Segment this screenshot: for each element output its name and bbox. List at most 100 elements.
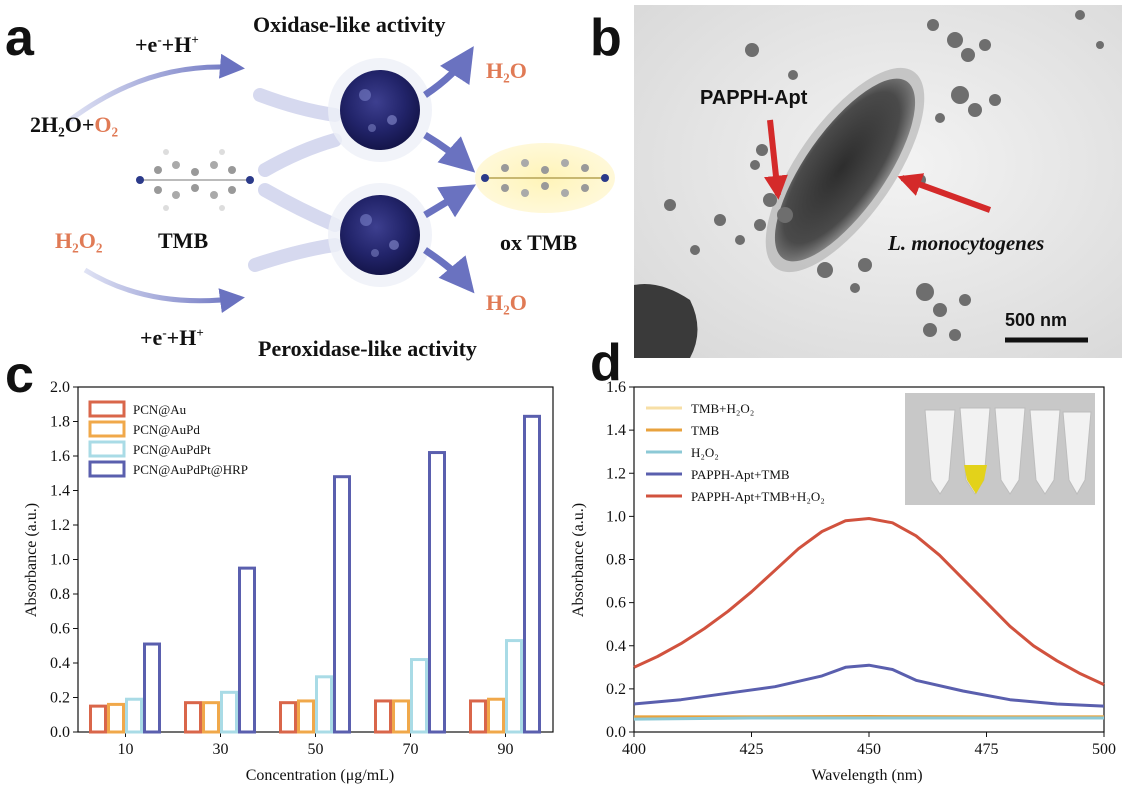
chart-c-ytick-label: 1.8 bbox=[50, 414, 70, 431]
chart-c-bar bbox=[107, 702, 125, 734]
chart-c-bar bbox=[374, 699, 392, 734]
chart-c-ylabel: Absorbance (a.u.) bbox=[23, 503, 40, 617]
chart-c-ytick-label: 1.2 bbox=[50, 517, 70, 534]
chart-c-xtick-label: 90 bbox=[498, 741, 514, 758]
chart-c-legend-label: PCN@AuPd bbox=[133, 422, 200, 437]
chart-c-bar bbox=[297, 699, 315, 734]
chart-d-ytick-label: 1.6 bbox=[606, 379, 626, 396]
reactant-top: 2H₂O+O₂ bbox=[30, 112, 118, 137]
flow-arrow-out-3 bbox=[423, 184, 477, 219]
product-water-bottom: H₂O bbox=[486, 290, 527, 315]
chart-c-bar bbox=[523, 414, 541, 734]
scale-bar-label: 500 nm bbox=[1005, 310, 1067, 330]
chart-c-bar bbox=[279, 701, 297, 734]
flow-arrow-out-1 bbox=[423, 46, 474, 98]
panel-a: a Oxidase-like activity Peroxidase-like … bbox=[5, 9, 615, 361]
chart-c-xtick-label: 50 bbox=[308, 741, 324, 758]
chart-d-ytick-label: 1.0 bbox=[606, 508, 626, 525]
chart-d-series-line bbox=[633, 663, 1105, 708]
peroxidase-title: Peroxidase-like activity bbox=[258, 336, 477, 361]
chart-c-ytick-label: 1.4 bbox=[50, 483, 70, 500]
chart-d-series-line bbox=[633, 716, 1104, 721]
chart-d-series-line bbox=[633, 517, 1105, 686]
flow-arrow-in-1 bbox=[253, 88, 342, 122]
chart-c-bar bbox=[202, 701, 220, 734]
chart-d-ytick-label: 1.4 bbox=[606, 422, 626, 439]
chart-d-ytick-label: 0.0 bbox=[606, 724, 626, 741]
chart-c-ytick-label: 2.0 bbox=[50, 379, 70, 396]
chart-d-legend-label: PAPPH-Apt+TMB+H₂O₂ bbox=[691, 489, 825, 504]
reactant-h2o2: H₂O₂ bbox=[55, 228, 103, 253]
chart-c-ytick-label: 0.2 bbox=[50, 690, 70, 707]
chart-c-legend-label: PCN@AuPdPt bbox=[133, 442, 211, 457]
chart-c-legend-swatch bbox=[88, 440, 126, 458]
bacterium-icon bbox=[765, 67, 925, 273]
chart-c-bar bbox=[333, 475, 351, 734]
chart-c-bar bbox=[143, 642, 161, 734]
chart-d-xlabel: Wavelength (nm) bbox=[811, 767, 922, 784]
chart-c-ytick-label: 0.4 bbox=[50, 655, 70, 672]
ox-tmb-label: ox TMB bbox=[500, 230, 578, 255]
panel-d-label: d bbox=[590, 334, 622, 392]
chart-c-plot: 0.0 0.2 0.4 0.6 0.8 1.0 1.2 1.4 1.6 1.8 2.0 10 30 50 7… bbox=[50, 379, 554, 758]
flow-arrow-in-3 bbox=[258, 183, 342, 232]
flow-arrow-in-4 bbox=[248, 238, 342, 272]
electron-arrow-bottom bbox=[83, 267, 245, 314]
chart-c-bar bbox=[505, 639, 523, 734]
electron-arrow-top bbox=[68, 53, 245, 123]
chart-d-xtick-label: 450 bbox=[857, 741, 881, 758]
chart-d-xtick-label: 475 bbox=[975, 741, 999, 758]
chart-c-bar bbox=[220, 690, 238, 734]
chart-d-ytick-label: 1.2 bbox=[606, 465, 626, 482]
tubes-photo bbox=[905, 393, 1095, 505]
chart-c-legend-swatch bbox=[88, 460, 126, 478]
panel-b: PAPPH-Apt L. monocytogenes 500 nm b bbox=[590, 5, 1122, 358]
oxidase-title: Oxidase-like activity bbox=[253, 12, 445, 37]
chart-c-legend-label: PCN@AuPdPt@HRP bbox=[133, 462, 248, 477]
chart-c-bar bbox=[125, 697, 143, 734]
chart-c-bar bbox=[315, 675, 333, 734]
flow-arrow-out-2 bbox=[423, 131, 476, 173]
chart-c-ytick-label: 1.6 bbox=[50, 448, 70, 465]
nanozyme-sphere-bottom-icon bbox=[328, 183, 432, 287]
chart-c-bar bbox=[428, 451, 446, 734]
pappha-label: PAPPH-Apt bbox=[700, 87, 808, 109]
chart-c-bar bbox=[392, 699, 410, 734]
chart-c-legend-swatch bbox=[88, 400, 126, 418]
chart-c-ytick-label: 1.0 bbox=[50, 552, 70, 569]
flow-arrow-in-2 bbox=[258, 133, 342, 177]
panel-d: d Absorbance (a.u.) Wavelength (nm) 0.0 0… bbox=[570, 334, 1116, 784]
tem-dark-region bbox=[634, 284, 698, 358]
bacteria-arrow bbox=[897, 173, 992, 213]
chart-d-ytick-label: 0.6 bbox=[606, 595, 626, 612]
chart-c-ytick-label: 0.8 bbox=[50, 586, 70, 603]
chart-d-ytick-label: 0.8 bbox=[606, 552, 626, 569]
chart-d-legend-label: TMB bbox=[691, 423, 720, 438]
chart-d-plot: 0.0 0.2 0.4 0.6 0.8 1.0 1.2 1.4 1.6 400 425 450 475 5… bbox=[606, 379, 1116, 758]
chart-c-xlabel: Concentration (μg/mL) bbox=[246, 767, 395, 784]
panel-b-label: b bbox=[590, 9, 622, 67]
bacteria-label: L. monocytogenes bbox=[887, 231, 1044, 255]
chart-c-bar bbox=[89, 704, 107, 734]
pappha-arrow bbox=[764, 119, 788, 200]
tmb-molecule-icon bbox=[136, 149, 254, 211]
chart-c-bar bbox=[184, 701, 202, 734]
flow-arrow-out-4 bbox=[423, 247, 475, 294]
chart-c-xtick-label: 30 bbox=[213, 741, 229, 758]
electron-label-bottom: +e-+H+ bbox=[140, 325, 204, 350]
chart-c-legend-label: PCN@Au bbox=[133, 402, 187, 417]
chart-c-bar bbox=[410, 658, 428, 734]
chart-c-xtick-label: 70 bbox=[403, 741, 419, 758]
chart-d-ytick-label: 0.4 bbox=[606, 638, 626, 655]
chart-c-bar bbox=[469, 699, 487, 734]
tmb-label: TMB bbox=[158, 228, 208, 253]
panel-c: c Absorbance (a.u.) Concentration (μg/mL… bbox=[5, 346, 554, 784]
ox-tmb-molecule-icon bbox=[475, 143, 615, 213]
panel-c-label: c bbox=[5, 346, 34, 404]
chart-c-legend-swatch bbox=[88, 420, 126, 438]
chart-c-bar bbox=[487, 697, 505, 734]
chart-c-bar bbox=[238, 566, 256, 734]
chart-d-xtick-label: 400 bbox=[622, 741, 646, 758]
chart-d-ylabel: Absorbance (a.u.) bbox=[570, 503, 587, 617]
